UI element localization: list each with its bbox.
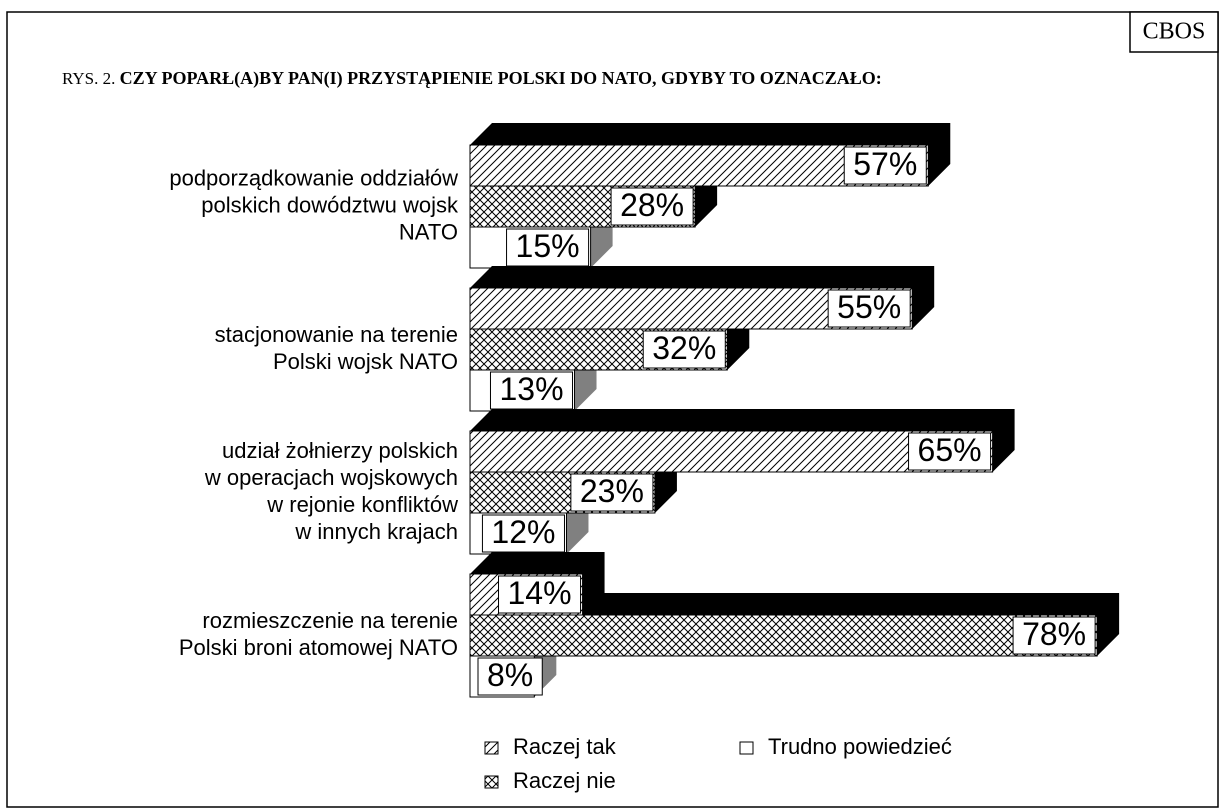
value-label: 57% [853,146,917,182]
value-label: 78% [1022,616,1086,652]
bar [469,430,994,473]
category-label: NATO [399,219,458,244]
source: CBOS [1143,19,1206,45]
value-label-box [506,228,590,267]
value-label-box [477,657,543,696]
bar [469,614,1098,657]
category-label: udział żołnierzy polskich [222,438,458,463]
value-label-box [570,473,654,512]
legend-swatch [739,741,754,755]
category-label: rozmieszczenie na terenie [202,608,458,633]
bar-depth [470,409,1015,472]
legend-swatch [484,775,499,789]
value-label: 15% [516,228,580,264]
category-label: podporządkowanie oddziałów [169,165,458,190]
value-label-box [481,514,565,553]
value-label: 13% [499,371,563,407]
title-text: CZY POPARŁ(A)BY PAN(I) PRZYSTĄPIENIE POL… [120,68,882,89]
category-label: polskich dowództwu wojsk [201,192,459,217]
value-label-box [489,371,574,410]
value-label: 65% [918,432,982,468]
title: RYS. 2. CZY POPARŁ(A)BY PAN(I) PRZYSTĄPI… [62,68,882,89]
category-label: w operacjach wojskowych [204,465,458,490]
value-label-box [843,146,927,185]
category-label: stacjonowanie na terenie [215,322,458,347]
bar-depth [470,266,935,329]
value-label-box [642,330,726,369]
figure-label: RYS. 2. [62,69,115,88]
frame [6,11,1219,808]
category-label: Polski wojsk NATO [273,349,458,374]
value-label: 12% [491,514,555,550]
value-label: 55% [837,289,901,325]
bar-depth [470,123,951,186]
value-label-box [610,187,694,226]
value-label-box [827,289,911,328]
value-label-box [498,575,582,614]
legend-swatch [484,741,499,755]
legend-label: Raczej tak [513,734,617,759]
legend-label: Raczej nie [513,768,616,793]
category-label: w rejonie konfliktów [266,492,458,517]
source-box [1129,11,1219,53]
value-label: 8% [487,657,533,693]
category-label: Polski broni atomowej NATO [179,635,458,660]
value-label: 32% [652,330,716,366]
value-label: 14% [508,575,572,611]
category-label: w innych krajach [294,519,458,544]
value-label: 28% [620,187,684,223]
value-label: 23% [580,473,644,509]
value-label-box [908,432,992,471]
bar-depth [470,593,1120,656]
legend-label: Trudno powiedzieć [768,734,952,759]
bar-depth [470,552,605,615]
value-label-box [1012,616,1096,655]
